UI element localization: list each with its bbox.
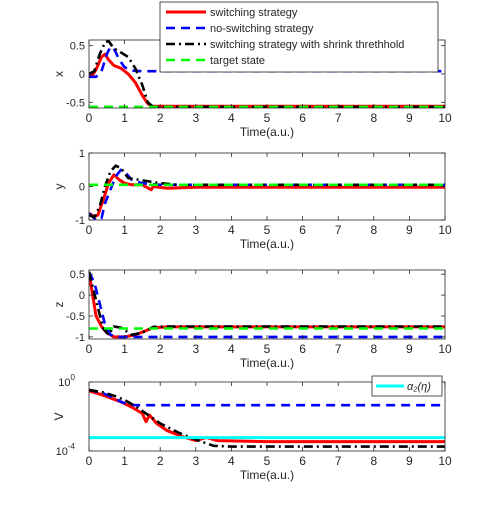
x-tick-label: 7 (335, 454, 342, 468)
y-tick-label: -0.5 (66, 311, 85, 323)
x-tick-label: 1 (121, 454, 128, 468)
x-tick-label: 4 (228, 111, 235, 125)
x-tick-label: 9 (406, 454, 413, 468)
x-tick-label: 6 (299, 223, 306, 237)
series-line-1 (89, 173, 445, 219)
x-tick-label: 0 (86, 111, 93, 125)
y-tick-label: 0 (79, 69, 85, 81)
x-tick-label: 6 (299, 454, 306, 468)
x-tick-label: 9 (406, 111, 413, 125)
x-tick-label: 0 (86, 454, 93, 468)
series-line-2 (89, 168, 445, 220)
y-tick-label: -0.5 (66, 97, 85, 109)
x-axis-label: Time(a.u.) (240, 125, 294, 139)
x-tick-label: 1 (121, 342, 128, 356)
y-tick-exponent: -4 (68, 442, 76, 451)
x-tick-label: 8 (370, 342, 377, 356)
legend-label: α₂(η) (407, 381, 431, 393)
y-axis-label: y (52, 184, 66, 190)
series-line-2 (89, 388, 445, 407)
x-tick-label: 4 (228, 454, 235, 468)
subplot-z: 0 1 2 3 4 5 6 7 8 9 10 0.5 0 -0.5 -1 Time(a.u.) z (52, 269, 452, 370)
y-tick-label: 10-4 (56, 442, 76, 458)
x-tick-label: 8 (370, 223, 377, 237)
x-tick-label: 2 (157, 223, 164, 237)
x-tick-label: 8 (370, 454, 377, 468)
x-tick-label: 7 (335, 342, 342, 356)
x-tick-label: 4 (228, 223, 235, 237)
x-tick-label: 3 (192, 111, 199, 125)
x-tick-label: 5 (264, 342, 271, 356)
x-tick-label: 3 (192, 454, 199, 468)
series-line-2 (89, 45, 445, 79)
x-tick-label: 9 (406, 342, 413, 356)
series-line-3 (89, 388, 445, 448)
x-tick-label: 2 (157, 454, 164, 468)
legend-label: target state (210, 55, 265, 67)
x-tick-label: 1 (121, 111, 128, 125)
x-tick-label: 1 (121, 223, 128, 237)
x-tick-label: 7 (335, 111, 342, 125)
x-tick-label: 6 (299, 342, 306, 356)
x-tick-label: 2 (157, 111, 164, 125)
legend-box (159, 1, 439, 73)
x-tick-label: 2 (157, 342, 164, 356)
y-tick-label: 0 (79, 290, 85, 302)
x-axis-label: Time(a.u.) (240, 468, 294, 482)
x-axis-label: Time(a.u.) (240, 237, 294, 251)
x-tick-label: 8 (370, 111, 377, 125)
series-group (89, 388, 445, 448)
legend-v: α₂(η) (371, 375, 443, 397)
y-tick-label: 0.5 (70, 41, 85, 53)
y-axis-label: z (52, 302, 66, 308)
legend-box (371, 375, 443, 397)
x-tick-label: 5 (264, 111, 271, 125)
y-tick-label: 100 (58, 373, 75, 389)
y-tick-exponent: 0 (71, 373, 76, 382)
x-tick-label: 3 (192, 342, 199, 356)
x-tick-label: 0 (86, 342, 93, 356)
legend-label: switching strategy with shrink threthhol… (210, 39, 404, 51)
legend-label: no-switching strategy (210, 23, 314, 35)
legend-label: switching strategy (210, 7, 298, 19)
x-tick-label: 6 (299, 111, 306, 125)
y-axis-label: x (52, 71, 66, 77)
y-tick-label: 0 (79, 182, 85, 194)
series-group (89, 271, 445, 339)
series-line-3 (89, 40, 445, 108)
y-tick-label: 1 (79, 148, 85, 160)
series-group (89, 164, 445, 220)
x-tick-label: 0 (86, 223, 93, 237)
series-group (89, 40, 445, 108)
x-tick-label: 9 (406, 223, 413, 237)
x-tick-label: 10 (438, 111, 452, 125)
x-tick-label: 10 (438, 454, 452, 468)
y-tick-label: 0.5 (70, 269, 85, 281)
y-tick-label: -1 (75, 332, 85, 344)
y-tick-label: -1 (75, 215, 85, 227)
x-tick-label: 7 (335, 223, 342, 237)
x-tick-label: 5 (264, 223, 271, 237)
x-tick-label: 5 (264, 454, 271, 468)
x-tick-label: 10 (438, 342, 452, 356)
y-axis-label: V (52, 412, 66, 420)
x-axis-label: Time(a.u.) (240, 356, 294, 370)
x-tick-label: 3 (192, 223, 199, 237)
legend-main: switching strategy no-switching strategy s… (159, 1, 439, 73)
series-line-3 (89, 271, 445, 337)
x-tick-label: 10 (438, 223, 452, 237)
x-tick-label: 4 (228, 342, 235, 356)
